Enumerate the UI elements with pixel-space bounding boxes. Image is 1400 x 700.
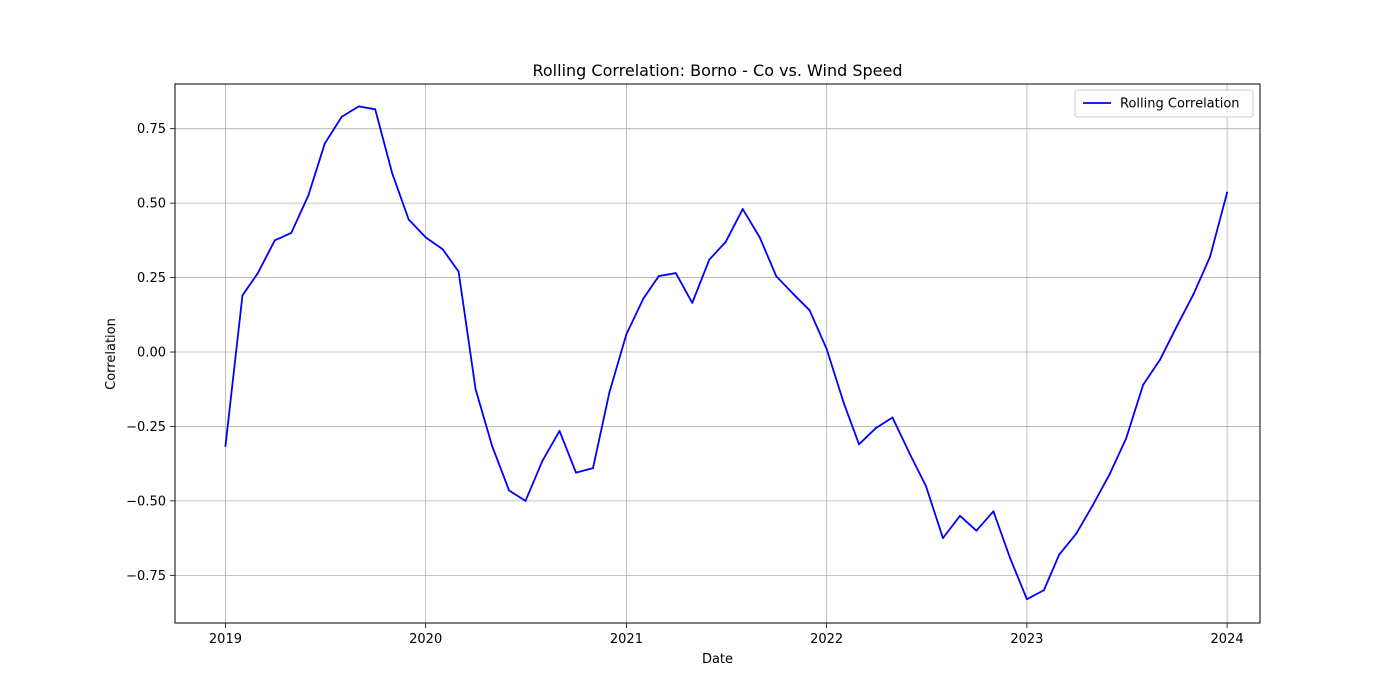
legend-entry-rolling-correlation: Rolling Correlation <box>1120 97 1240 112</box>
x-tick-label: 2021 <box>610 632 643 647</box>
chart-title: Rolling Correlation: Borno - Co vs. Wind… <box>532 61 902 80</box>
data-point <box>323 142 326 145</box>
legend: Rolling Correlation <box>1074 89 1254 118</box>
data-point <box>1008 556 1011 559</box>
data-point <box>691 301 694 304</box>
data-point <box>474 388 477 391</box>
data-point <box>775 275 778 277</box>
data-point <box>908 452 911 455</box>
y-tick-label: −0.75 <box>126 569 166 584</box>
data-point <box>608 391 611 394</box>
y-axis-label: Correlation <box>104 318 119 390</box>
data-point <box>407 218 410 221</box>
data-point <box>657 275 660 277</box>
data-point <box>1125 437 1128 440</box>
y-tick-label: 0.50 <box>137 197 166 212</box>
legend-box <box>1074 89 1254 118</box>
data-point <box>1175 325 1178 328</box>
data-point <box>1209 255 1211 258</box>
data-point <box>1042 589 1045 592</box>
data-point <box>1192 293 1195 295</box>
data-point <box>925 485 927 487</box>
data-point <box>290 232 293 234</box>
data-point <box>441 248 444 251</box>
data-point <box>741 208 744 210</box>
series-layer <box>224 105 1229 601</box>
data-point <box>491 444 493 447</box>
x-axis-label: Date <box>702 652 733 667</box>
data-point <box>642 297 645 300</box>
x-axis: 2019 2020 2021 2022 2023 2024 <box>209 623 1244 647</box>
data-point <box>1108 473 1111 475</box>
data-point <box>842 401 845 404</box>
data-point <box>1058 553 1061 556</box>
y-tick-label: −0.25 <box>126 420 166 435</box>
x-tick-label: 2019 <box>209 632 242 647</box>
data-point <box>357 105 360 108</box>
data-point <box>592 467 594 470</box>
data-point <box>541 459 544 462</box>
data-point <box>374 108 377 111</box>
data-point <box>808 309 811 312</box>
data-point <box>273 239 276 242</box>
plot-area-frame <box>174 83 1261 624</box>
data-point <box>424 236 427 239</box>
data-point <box>674 272 677 274</box>
data-point <box>942 537 944 540</box>
data-point <box>307 194 310 197</box>
x-tick-label: 2023 <box>1010 632 1043 647</box>
data-point <box>1159 358 1162 361</box>
data-point <box>1075 532 1078 535</box>
data-point <box>858 443 860 446</box>
data-point <box>256 272 259 274</box>
y-tick-label: 0.75 <box>137 122 166 137</box>
data-point <box>575 471 577 474</box>
data-point <box>1091 504 1094 507</box>
y-tick-label: −0.50 <box>126 494 166 509</box>
data-point <box>224 444 227 447</box>
y-tick-label: 0.00 <box>137 346 166 361</box>
data-point <box>825 348 828 350</box>
data-point <box>1142 383 1145 386</box>
y-axis: 0.75 0.50 0.25 0.00 −0.25 −0.50 −0.75 <box>126 122 175 584</box>
y-tick-label: 0.25 <box>137 271 166 286</box>
data-point <box>959 514 961 517</box>
data-point <box>975 529 978 532</box>
data-point <box>758 236 761 239</box>
data-point <box>1226 191 1228 194</box>
x-tick-label: 2022 <box>810 632 843 647</box>
data-point <box>891 416 894 419</box>
data-point <box>625 333 628 336</box>
data-point <box>792 293 795 295</box>
data-point <box>1025 598 1028 601</box>
data-point <box>558 430 561 432</box>
data-point <box>391 172 394 175</box>
data-point <box>340 115 343 118</box>
data-point <box>724 240 727 243</box>
data-point <box>708 258 711 261</box>
data-point <box>241 294 244 297</box>
data-point <box>875 427 877 429</box>
data-point <box>992 510 995 513</box>
x-tick-label: 2020 <box>409 632 442 647</box>
data-point <box>508 489 510 492</box>
grid <box>175 84 1260 623</box>
data-point <box>457 270 460 273</box>
data-point <box>524 500 527 502</box>
x-tick-label: 2024 <box>1211 632 1244 647</box>
